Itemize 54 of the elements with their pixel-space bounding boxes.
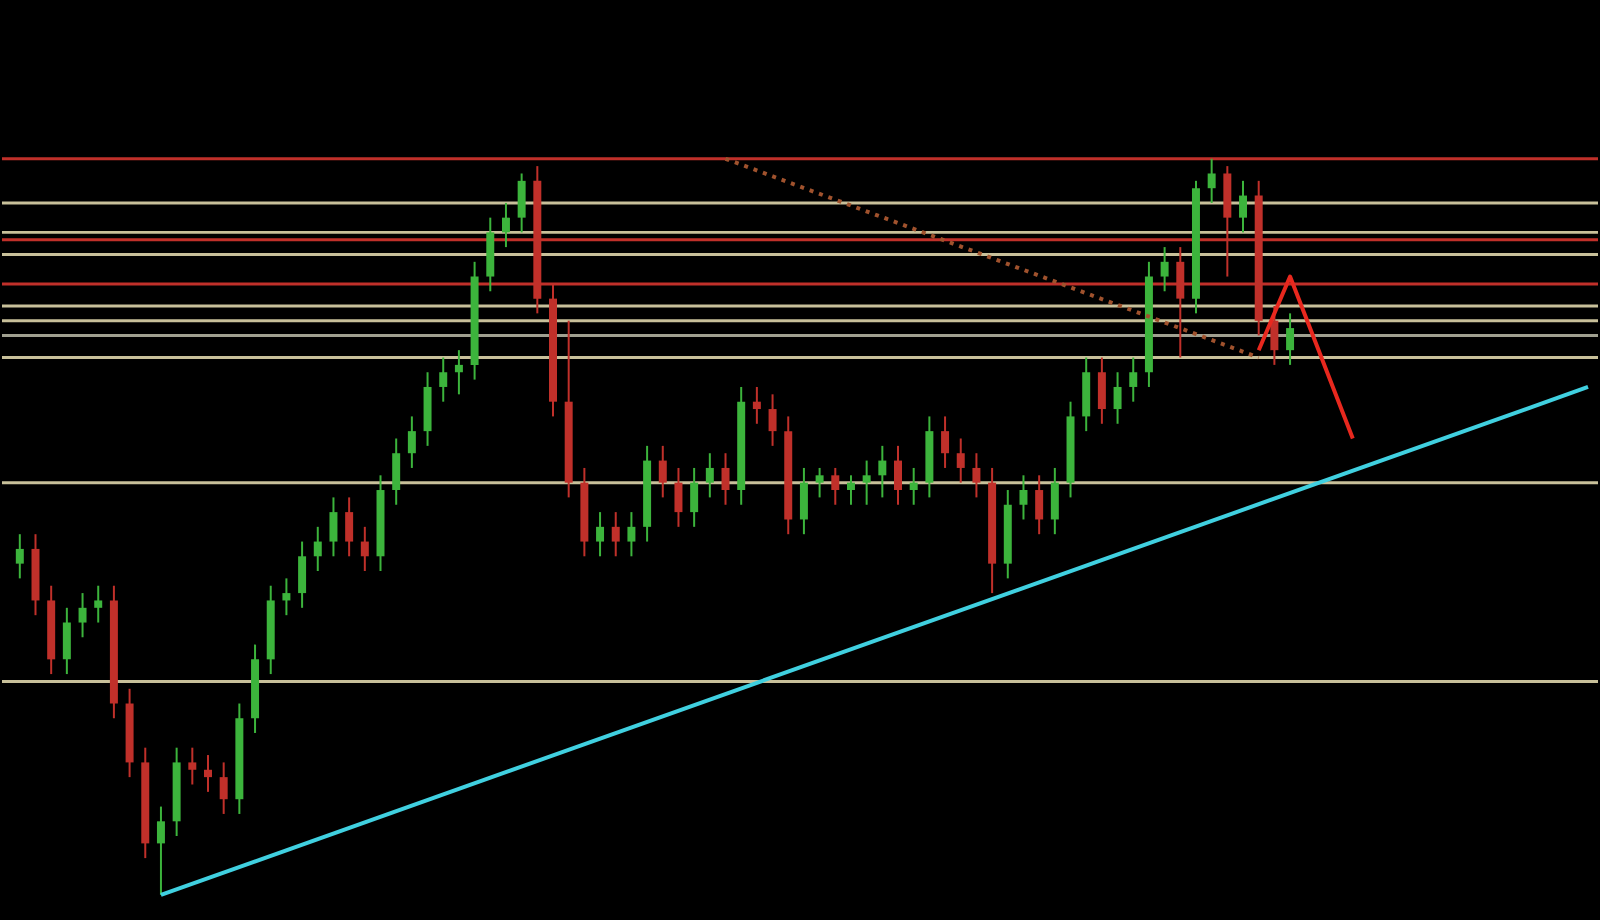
candlestick — [1019, 474, 1028, 521]
candlestick — [956, 437, 965, 484]
candlestick — [204, 754, 212, 793]
candlestick — [894, 444, 902, 506]
candlestick — [439, 356, 448, 403]
candlestick — [611, 511, 620, 558]
candlestick — [62, 606, 71, 676]
candlestick — [298, 540, 307, 609]
candlestick — [1160, 246, 1169, 293]
candlestick — [674, 466, 683, 528]
candlestick — [831, 466, 840, 506]
candlestick — [878, 444, 887, 499]
candlestick — [596, 511, 605, 558]
candlestick — [972, 452, 981, 499]
candlestick — [705, 452, 714, 499]
candlestick — [862, 459, 871, 506]
candlestick — [454, 349, 463, 396]
candlestick — [815, 466, 824, 499]
candlestick — [658, 444, 667, 499]
candlestick — [1129, 356, 1138, 403]
candlestick — [78, 592, 87, 639]
candlestick — [627, 511, 636, 558]
candlestick — [1286, 312, 1295, 366]
candlestick — [768, 393, 777, 447]
candlestick — [313, 525, 322, 573]
candlestick — [282, 577, 291, 617]
candlestick — [1082, 356, 1091, 433]
candlestick — [517, 172, 526, 234]
candlestick — [329, 496, 338, 558]
candlestick — [392, 437, 401, 506]
candlestick — [94, 584, 103, 624]
candlestick — [345, 496, 354, 558]
candlestick — [486, 216, 495, 293]
candlestick — [1207, 157, 1216, 204]
candlestick — [752, 385, 761, 425]
candlestick — [407, 415, 416, 469]
candlestick — [1239, 179, 1248, 234]
candlestick — [219, 761, 228, 815]
candlestick — [1050, 466, 1059, 536]
candlestick — [799, 466, 808, 536]
candlestick — [1113, 371, 1122, 425]
candlestick — [188, 746, 197, 786]
candlestick — [360, 525, 369, 573]
candlestick — [941, 415, 950, 469]
candlestick — [1270, 304, 1279, 366]
candlestick — [1097, 356, 1106, 425]
candlestick — [501, 201, 510, 249]
candlestick — [156, 805, 165, 896]
candlestick — [690, 466, 699, 528]
candlestick — [846, 474, 855, 506]
candlestick — [1035, 474, 1044, 536]
candlestick — [423, 371, 432, 447]
candlestick — [15, 533, 24, 580]
candlestick — [909, 466, 918, 506]
